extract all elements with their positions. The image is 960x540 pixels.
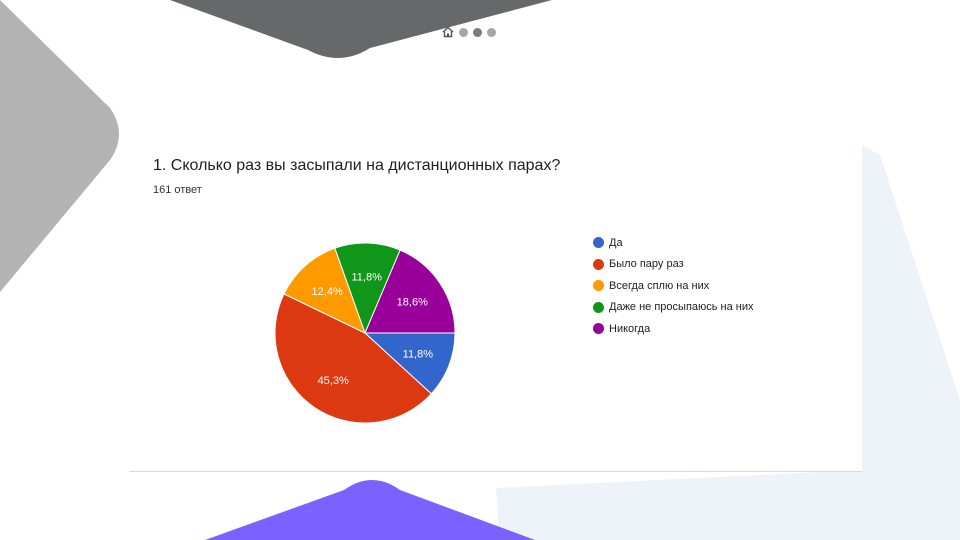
- legend-label: Никогда: [609, 322, 651, 335]
- chart-legend: Да Было пару раз Всегда сплю на них Даже не…: [593, 232, 754, 340]
- question-title: 1. Сколько раз вы засыпали на дистанцион…: [153, 157, 561, 174]
- pie-label-3: 12,4%: [312, 286, 343, 298]
- survey-result-card: 1. Сколько раз вы засыпали на дистанцион…: [129, 145, 862, 472]
- legend-swatch: [593, 323, 604, 335]
- legend-item-3: Всегда сплю на них: [593, 275, 754, 297]
- left-shape: [0, 0, 119, 292]
- legend-label: Было пару раз: [609, 258, 684, 271]
- bottom-shape: [205, 480, 535, 540]
- pie-label-5: 18,6%: [397, 297, 428, 309]
- nav-dot-2[interactable]: [473, 27, 482, 37]
- legend-swatch: [593, 301, 604, 313]
- top-shape: [170, 0, 552, 59]
- legend-label: Даже не просыпаюсь на них: [609, 301, 754, 314]
- pie-label-1: 11,8%: [403, 349, 434, 361]
- pie-chart: 11,8% 45,3% 12,4% 11,8% 18,6%: [275, 242, 456, 424]
- pie-slice-3: [283, 247, 366, 334]
- legend-item-5: Никогда: [593, 318, 754, 340]
- response-count: 161 ответ: [153, 184, 202, 196]
- legend-swatch: [593, 280, 604, 292]
- legend-label: Всегда сплю на них: [609, 279, 710, 292]
- nav-dot-3[interactable]: [487, 27, 496, 37]
- pie-label-2: 45,3%: [318, 375, 349, 387]
- legend-item-2: Было пару раз: [593, 254, 754, 276]
- legend-item-1: Да: [593, 232, 754, 254]
- legend-swatch: [593, 258, 604, 270]
- nav-dot-1[interactable]: [459, 27, 468, 37]
- pie-label-4: 11,8%: [352, 271, 383, 283]
- legend-swatch: [593, 237, 604, 249]
- pie-slice-4: [334, 242, 401, 335]
- right-shape: [496, 145, 960, 540]
- legend-label: Да: [609, 236, 623, 249]
- pie-slice-2: [275, 293, 433, 424]
- slide-navigation: [442, 26, 496, 38]
- legend-item-4: Даже не просыпаюсь на них: [593, 297, 754, 319]
- pie-slice-1: [363, 332, 456, 395]
- home-icon[interactable]: [442, 26, 454, 38]
- pie-slice-5: [364, 249, 456, 334]
